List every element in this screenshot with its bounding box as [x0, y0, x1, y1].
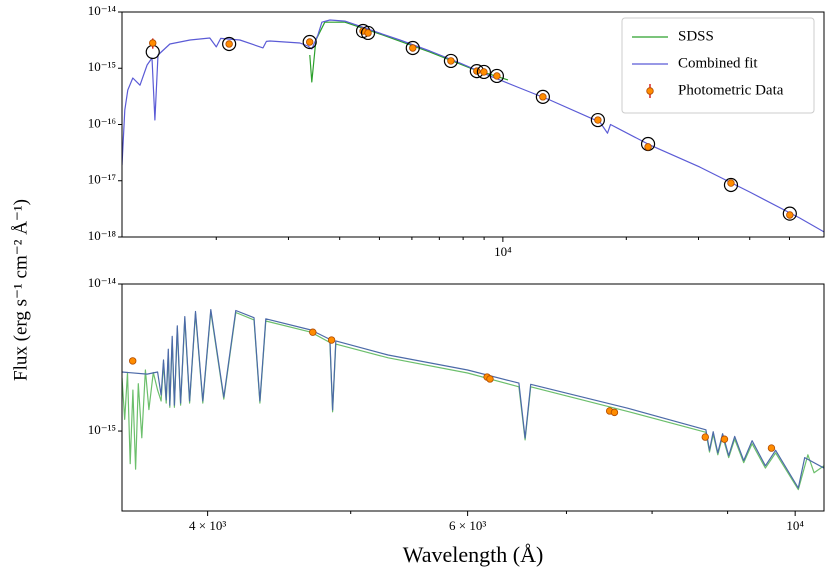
data-point [409, 44, 417, 52]
spectrum-line [122, 310, 824, 491]
legend-label: SDSS [678, 28, 714, 44]
model-marker [590, 112, 605, 128]
data-point [644, 143, 652, 151]
x-axis-label: Wavelength (Å) [403, 542, 544, 567]
model-marker [535, 89, 550, 104]
data-point [720, 435, 729, 443]
axes-frame [121, 283, 825, 512]
data-point [327, 336, 336, 344]
plot-area [122, 309, 824, 491]
data-point [225, 40, 233, 48]
data-point [767, 444, 776, 452]
x-tick-label: 4 × 10³ [189, 518, 226, 533]
spectrum-line [122, 19, 824, 233]
x-tick-label: 10⁴ [494, 244, 512, 259]
y-tick-label: 10⁻¹⁶ [88, 115, 116, 130]
y-tick-label: 10⁻¹⁵ [88, 59, 116, 74]
model-marker [476, 64, 492, 80]
data-point [610, 408, 619, 417]
data-point [364, 29, 372, 37]
x-tick-label: 10⁴ [786, 518, 804, 533]
data-point [701, 433, 709, 441]
y-axis-label: Flux (erg s⁻¹ cm⁻² Å⁻¹) [10, 199, 31, 381]
axes-frame [121, 11, 825, 238]
model-marker [723, 177, 739, 193]
data-point [447, 57, 455, 65]
legend-label: Combined fit [678, 55, 758, 71]
legend-box [621, 17, 815, 114]
data-point [306, 38, 314, 46]
model-marker [302, 34, 317, 50]
data-point [129, 357, 137, 365]
model-marker [782, 206, 797, 221]
model-marker [360, 25, 376, 41]
y-tick-label: 10⁻¹⁷ [88, 172, 116, 187]
model-marker [222, 36, 237, 52]
data-point [539, 93, 547, 101]
model-marker [443, 53, 459, 69]
data-point [149, 39, 157, 47]
data-point [493, 72, 501, 80]
x-tick-label: 6 × 10³ [449, 518, 486, 533]
y-tick-label: 10⁻¹⁵ [88, 422, 116, 437]
data-point [480, 68, 488, 76]
y-tick-label: 10⁻¹⁴ [88, 275, 117, 290]
legend-label: Photometric Data [678, 82, 784, 98]
model-marker [405, 40, 420, 56]
data-point [486, 375, 494, 383]
model-marker [489, 68, 504, 84]
data-point [594, 116, 602, 124]
data-point [786, 211, 794, 219]
data-point [473, 67, 481, 75]
spectrum-line [122, 309, 824, 489]
legend-swatch [646, 87, 654, 95]
data-point [309, 328, 317, 336]
y-tick-label: 10⁻¹⁸ [88, 228, 117, 243]
data-point [727, 179, 735, 187]
plot-area [122, 19, 824, 233]
y-tick-label: 10⁻¹⁴ [88, 3, 117, 18]
